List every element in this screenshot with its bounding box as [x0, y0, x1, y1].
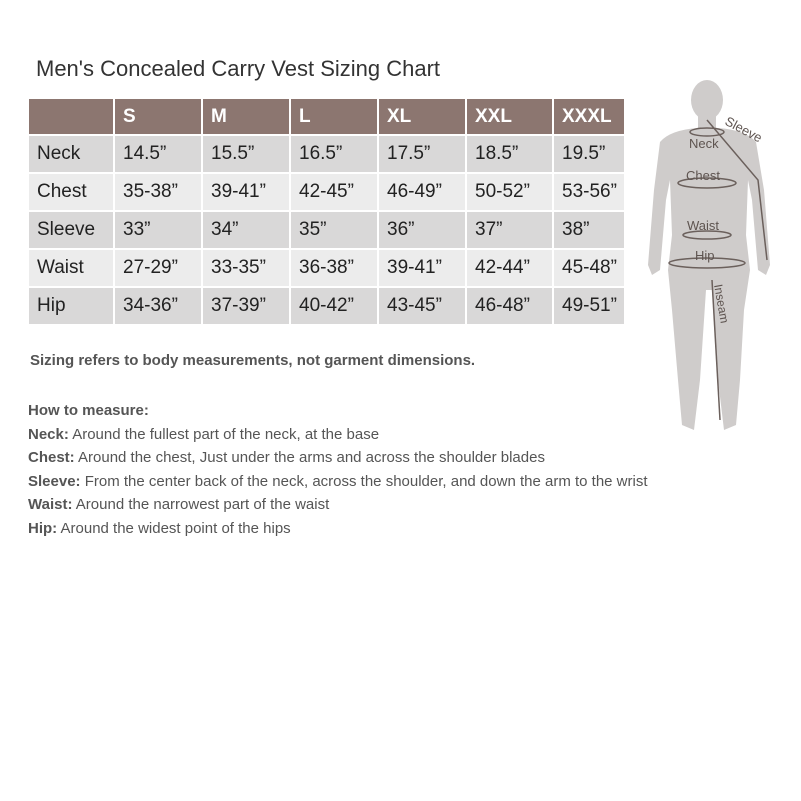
measure-item: Waist: Around the narrowest part of the …	[28, 496, 330, 513]
measure-item: Neck: Around the fullest part of the nec…	[28, 425, 380, 443]
chest-label: Chest	[686, 168, 720, 183]
how-to-heading: How to measure:	[28, 402, 149, 419]
table-cell: 35”	[289, 210, 379, 250]
table-row: Hip 34-36” 37-39” 40-42” 43-45” 46-48” 49-51”	[27, 286, 626, 326]
table-cell: 33-35”	[201, 248, 291, 288]
table-cell: 34”	[201, 210, 291, 250]
table-cell: 34-36”	[113, 286, 203, 326]
body-measurement-figure: Sleeve Neck Chest Waist Hip Inseam	[648, 80, 770, 430]
table-cell: 33”	[113, 210, 203, 250]
table-row: Waist 27-29” 33-35” 36-38” 39-41” 42-44” 45-48…	[27, 248, 626, 288]
table-cell: 36-38”	[289, 248, 379, 288]
table-cell: 46-48”	[465, 286, 554, 326]
table-cell: 39-41”	[201, 172, 291, 212]
measure-item: Sleeve: From the center back of the neck…	[28, 472, 648, 490]
table-cell: 42-45”	[289, 172, 379, 212]
column-header: S	[113, 97, 203, 136]
table-cell: 39-41”	[377, 248, 467, 288]
measure-item: Hip: Around the widest point of the hips	[28, 519, 291, 537]
column-header: M	[201, 97, 291, 136]
sizing-table: S M L XL XXL XXXL Neck 14.5” 15.5” 16.5” 17.…	[27, 97, 626, 326]
table-cell: 36”	[377, 210, 467, 250]
table-cell: 42-44”	[465, 248, 554, 288]
row-label: Hip	[27, 286, 115, 326]
table-cell: 35-38”	[113, 172, 203, 212]
row-label: Chest	[27, 172, 115, 212]
inseam-label: Inseam	[711, 283, 732, 324]
table-cell: 19.5”	[552, 134, 626, 174]
column-header: XXL	[465, 97, 554, 136]
sizing-note: Sizing refers to body measurements, not …	[30, 352, 476, 369]
column-header: XL	[377, 97, 467, 136]
column-header	[27, 97, 115, 136]
table-cell: 50-52”	[465, 172, 554, 212]
table-row: Neck 14.5” 15.5” 16.5” 17.5” 18.5” 19.5”	[27, 134, 626, 174]
table-header-row: S M L XL XXL XXXL	[27, 97, 626, 136]
row-label: Sleeve	[27, 210, 115, 250]
table-row: Chest 35-38” 39-41” 42-45” 46-49” 50-52” 53-56…	[27, 172, 626, 212]
table-cell: 16.5”	[289, 134, 379, 174]
how-to-measure: How to measure: Neck: Around the fullest…	[28, 399, 648, 540]
table-cell: 49-51”	[552, 286, 626, 326]
table-cell: 14.5”	[113, 134, 203, 174]
neck-label: Neck	[689, 136, 719, 151]
table-cell: 40-42”	[289, 286, 379, 326]
measure-item: Chest: Around the chest, Just under the …	[28, 449, 545, 466]
table-cell: 43-45”	[377, 286, 467, 326]
table-cell: 46-49”	[377, 172, 467, 212]
table-cell: 18.5”	[465, 134, 554, 174]
table-row: Sleeve 33” 34” 35” 36” 37” 38”	[27, 210, 626, 250]
table-cell: 38”	[552, 210, 626, 250]
row-label: Neck	[27, 134, 115, 174]
hip-label: Hip	[695, 248, 715, 263]
table-cell: 37-39”	[201, 286, 291, 326]
table-cell: 45-48”	[552, 248, 626, 288]
table-cell: 27-29”	[113, 248, 203, 288]
table-cell: 15.5”	[201, 134, 291, 174]
body-silhouette	[648, 80, 770, 430]
column-header: L	[289, 97, 379, 136]
page-title: Men's Concealed Carry Vest Sizing Chart	[36, 56, 441, 81]
waist-label: Waist	[687, 218, 719, 233]
column-header: XXXL	[552, 97, 626, 136]
table-cell: 37”	[465, 210, 554, 250]
table-cell: 53-56”	[552, 172, 626, 212]
row-label: Waist	[27, 248, 115, 288]
table-cell: 17.5”	[377, 134, 467, 174]
